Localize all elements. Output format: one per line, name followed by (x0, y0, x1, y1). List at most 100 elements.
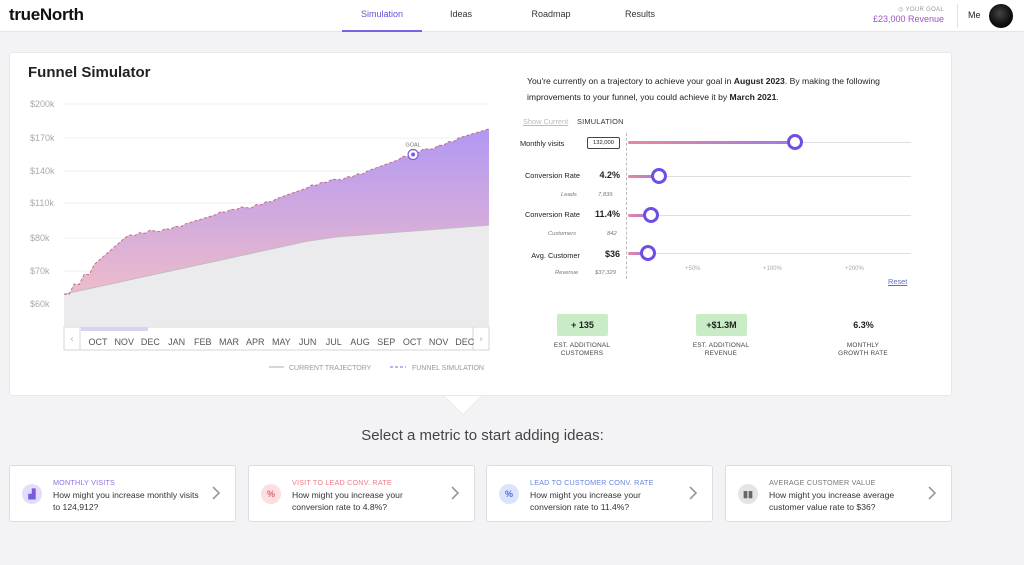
baseline-marker (626, 133, 627, 279)
goal-value: £23,000 Revenue (872, 14, 944, 24)
metric-card[interactable]: % LEAD TO CUSTOMER CONV. RATE How might yo… (486, 465, 713, 522)
funnel-chart: $200k $170k $140k $110k $80k $70k $60k GOAL ‹ › OC… (30, 99, 490, 372)
chevron-left-icon[interactable]: ‹ (70, 334, 74, 345)
y-tick-label: $140k (30, 166, 55, 176)
top-navigation-bar: trueNorth Simulation Ideas Roadmap Resul… (0, 0, 1024, 32)
avg-customer-slider-track[interactable] (628, 253, 911, 254)
app-logo[interactable]: trueNorth (9, 5, 84, 24)
percent-icon: % (261, 484, 281, 504)
metric-question: How might you increase your conversion r… (292, 490, 403, 512)
current-trajectory-area (64, 225, 489, 326)
simulation-toggle[interactable]: SIMULATION (577, 117, 624, 126)
goal-summary[interactable]: ◎ YOUR GOAL £23,000 Revenue (873, 6, 944, 24)
visit-conversion-slider-handle[interactable] (651, 168, 668, 184)
timeline-axis (63, 326, 490, 351)
visits-slider-handle[interactable] (786, 134, 803, 150)
tab-ideas[interactable]: Ideas (449, 9, 473, 19)
metric-question: How might you increase average customer … (769, 490, 895, 512)
reset-link[interactable]: Reset (888, 277, 908, 286)
lead-conversion-value: 11.4% (594, 209, 620, 219)
summary-text: You're currently on a trajectory to achi… (527, 76, 734, 86)
caption-line: MONTHLY (846, 342, 880, 349)
summary-text: . (776, 92, 779, 102)
scale-label-200: +200% (845, 266, 864, 272)
metric-title: MONTHLY VISITS (53, 478, 116, 487)
monthly-visits-input[interactable]: 132,000 (587, 137, 620, 149)
x-tick-label: FEB (194, 337, 212, 347)
growth-rate-value: 6.3% (853, 320, 874, 330)
chevron-right-icon (689, 486, 698, 500)
tab-roadmap[interactable]: Roadmap (531, 9, 571, 19)
x-tick-label: JUN (299, 337, 317, 347)
metric-question: How might you increase your conversion r… (530, 490, 641, 512)
tab-simulation[interactable]: Simulation (342, 0, 422, 32)
caption-line: CUSTOMERS (560, 350, 604, 357)
visit-conversion-value: 4.2% (599, 170, 620, 180)
additional-customers-caption: EST. ADDITIONAL CUSTOMERS (542, 342, 622, 358)
target-icon: ◎ (898, 7, 904, 13)
additional-revenue-badge: +$1.3M (696, 314, 747, 336)
current-goal-date: August 2023 (733, 76, 785, 86)
caption-line: EST. ADDITIONAL (692, 342, 750, 349)
x-tick-label: MAR (219, 337, 240, 347)
metric-title: LEAD TO CUSTOMER CONV. RATE (530, 478, 654, 487)
x-tick-label: DEC (141, 337, 161, 347)
trajectory-summary: You're currently on a trajectory to achi… (527, 73, 912, 105)
ideas-section-title: Select a metric to start adding ideas: (361, 427, 604, 444)
user-menu-label[interactable]: Me (968, 10, 981, 20)
metric-title: VISIT TO LEAD CONV. RATE (292, 478, 392, 487)
x-tick-label: OCT (403, 337, 423, 347)
y-tick-label: $110k (30, 198, 54, 208)
funnel-simulation-area (64, 128, 489, 295)
chart-icon: ▟ (22, 484, 42, 504)
metric-title: AVERAGE CUSTOMER VALUE (769, 478, 876, 487)
caption-line: GROWTH RATE (838, 350, 888, 357)
goal-marker-dot (411, 152, 416, 157)
x-tick-label: OCT (89, 337, 109, 347)
revenue-value: $37,329 (595, 270, 616, 276)
timeline-window-indicator[interactable] (81, 327, 148, 331)
visit-conversion-slider-track[interactable] (628, 176, 911, 177)
legend-sim-label: FUNNEL SIMULATION (412, 365, 484, 372)
customers-value: 842 (607, 231, 617, 237)
leads-value: 7,839 (598, 192, 613, 198)
additional-revenue-caption: EST. ADDITIONAL REVENUE (681, 342, 761, 358)
x-tick-label: MAY (272, 337, 291, 347)
y-tick-label: $60k (30, 299, 50, 309)
caption-line: REVENUE (704, 350, 738, 357)
goal-label: YOUR GOAL (905, 7, 944, 13)
x-tick-label: SEP (377, 337, 395, 347)
visit-conversion-slider-fill (628, 175, 660, 178)
legend-current-label: CURRENT TRAJECTORY (289, 365, 372, 372)
metric-card[interactable]: % VISIT TO LEAD CONV. RATE How might you i… (248, 465, 475, 522)
avatar[interactable] (989, 4, 1013, 28)
x-tick-label: AUG (350, 337, 370, 347)
y-tick-label: $80k (30, 233, 50, 243)
y-tick-label: $170k (30, 133, 55, 143)
x-tick-label: NOV (429, 337, 449, 347)
growth-rate-caption: MONTHLY GROWTH RATE (823, 342, 903, 358)
tab-results[interactable]: Results (624, 9, 655, 19)
avg-customer-slider-handle[interactable] (639, 245, 656, 261)
metric-card[interactable]: ▟ MONTHLY VISITS How might you increase mo… (9, 465, 236, 522)
caption-line: EST. ADDITIONAL (553, 342, 611, 349)
lead-conversion-slider-handle[interactable] (642, 207, 659, 223)
show-current-toggle[interactable]: Show Current (523, 117, 569, 126)
lead-conversion-slider-track[interactable] (628, 215, 911, 216)
monthly-visits-label: Monthly visits (520, 139, 565, 148)
card-pointer (445, 396, 481, 414)
leads-label: Leads (561, 192, 577, 198)
summary-text: . By making the following improvements t… (527, 76, 880, 102)
visits-slider-fill (628, 141, 795, 144)
chevron-right-icon (928, 486, 937, 500)
x-tick-label: JUL (326, 337, 342, 347)
chevron-right-icon[interactable]: › (479, 334, 483, 345)
metric-question: How might you increase monthly visits to… (53, 490, 199, 512)
x-tick-label: APR (246, 337, 265, 347)
metric-card[interactable]: ▮▮ AVERAGE CUSTOMER VALUE How might you in… (725, 465, 952, 522)
goal-label: GOAL (405, 143, 420, 149)
x-tick-label: NOV (114, 337, 134, 347)
scale-label-50: +50% (685, 266, 701, 272)
avg-customer-value: $36 (604, 249, 620, 259)
customers-label: Customers (548, 231, 577, 237)
